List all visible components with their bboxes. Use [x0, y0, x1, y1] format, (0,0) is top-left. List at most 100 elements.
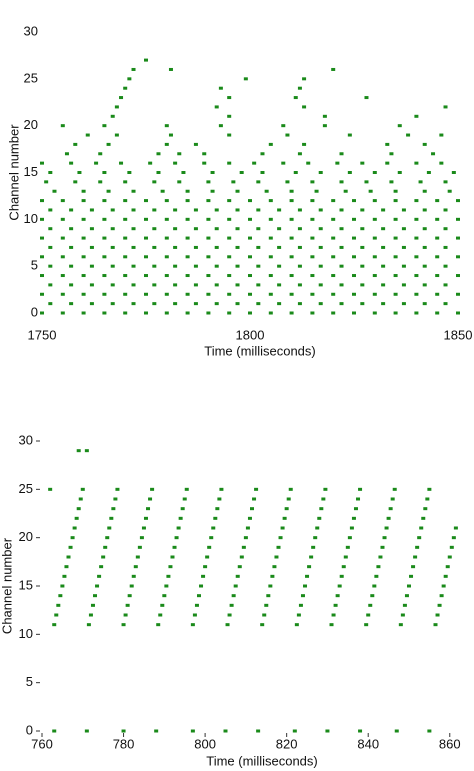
spike — [325, 729, 330, 733]
spike — [123, 217, 128, 221]
spike — [131, 227, 136, 231]
spike — [268, 584, 273, 588]
spike — [352, 292, 356, 296]
spike — [372, 236, 377, 240]
spike — [241, 545, 246, 549]
spike — [227, 274, 232, 278]
spike — [422, 302, 427, 306]
spike — [401, 264, 406, 268]
spike — [310, 217, 315, 221]
spike — [243, 77, 248, 81]
spike — [443, 264, 448, 268]
spike — [343, 189, 348, 193]
spike — [102, 274, 107, 278]
spike — [414, 311, 419, 315]
spike — [194, 603, 199, 607]
spike — [123, 274, 128, 278]
spike — [280, 526, 285, 530]
spike — [110, 302, 115, 306]
spike — [456, 236, 460, 240]
spike — [360, 264, 365, 268]
spike — [215, 507, 220, 511]
spike — [40, 217, 44, 221]
spike — [235, 245, 240, 249]
spike — [456, 217, 460, 221]
spike — [372, 292, 377, 296]
spike — [289, 199, 294, 203]
spike — [370, 594, 375, 598]
spike — [392, 487, 397, 491]
spike — [185, 255, 190, 259]
spike — [352, 274, 356, 278]
spike — [152, 283, 157, 287]
spike — [296, 613, 301, 617]
spike — [66, 555, 71, 559]
spike — [292, 729, 297, 733]
y-tick-label: 25 — [24, 70, 38, 85]
spike — [310, 255, 315, 259]
spike — [268, 292, 273, 296]
spike — [360, 227, 365, 231]
spike — [127, 171, 132, 174]
spike — [227, 133, 232, 137]
spike — [445, 565, 450, 569]
spike — [456, 292, 460, 296]
spike — [345, 545, 350, 549]
spike — [190, 623, 195, 627]
spike — [193, 245, 198, 249]
spike — [84, 729, 89, 733]
spike — [456, 274, 460, 278]
spike — [111, 507, 116, 511]
spike — [310, 311, 315, 315]
spike — [250, 507, 254, 511]
spike — [102, 171, 107, 174]
spike — [277, 264, 282, 268]
spike — [160, 189, 165, 193]
spike — [193, 208, 198, 212]
y-axis-title: Channel number — [0, 537, 14, 634]
spike — [390, 497, 395, 501]
spike — [443, 105, 448, 109]
spike — [248, 274, 252, 278]
spike — [276, 545, 281, 549]
spike — [414, 292, 419, 296]
spike — [168, 565, 173, 569]
spike — [127, 77, 132, 81]
spike — [315, 526, 320, 530]
spike — [393, 311, 398, 315]
spike — [40, 161, 44, 165]
spike — [206, 236, 211, 240]
spike — [306, 161, 311, 165]
spike — [148, 497, 153, 501]
spike — [206, 180, 211, 184]
spike — [443, 227, 448, 231]
spike — [109, 516, 114, 520]
spike — [219, 487, 224, 491]
spike — [435, 217, 440, 221]
spike — [402, 603, 407, 607]
spike — [286, 497, 291, 501]
spike — [206, 217, 211, 221]
spike — [131, 264, 136, 268]
spike — [69, 208, 74, 212]
spike — [372, 274, 377, 278]
spike — [268, 274, 273, 278]
x-tick-label: 820 — [276, 736, 298, 751]
spike — [252, 497, 257, 501]
spike — [185, 199, 190, 203]
spike — [256, 283, 261, 287]
spike — [266, 594, 271, 598]
spike — [86, 623, 91, 627]
spike — [447, 189, 452, 193]
spike — [131, 245, 136, 249]
y-tick-label: 15 — [19, 577, 33, 592]
spike — [247, 516, 252, 520]
x-tick-label: 1850 — [444, 327, 473, 342]
spike — [227, 217, 232, 221]
spike — [364, 623, 369, 627]
spike — [421, 516, 426, 520]
spike — [358, 487, 363, 491]
spike — [381, 283, 386, 287]
spike — [398, 623, 403, 627]
spike — [435, 236, 440, 240]
